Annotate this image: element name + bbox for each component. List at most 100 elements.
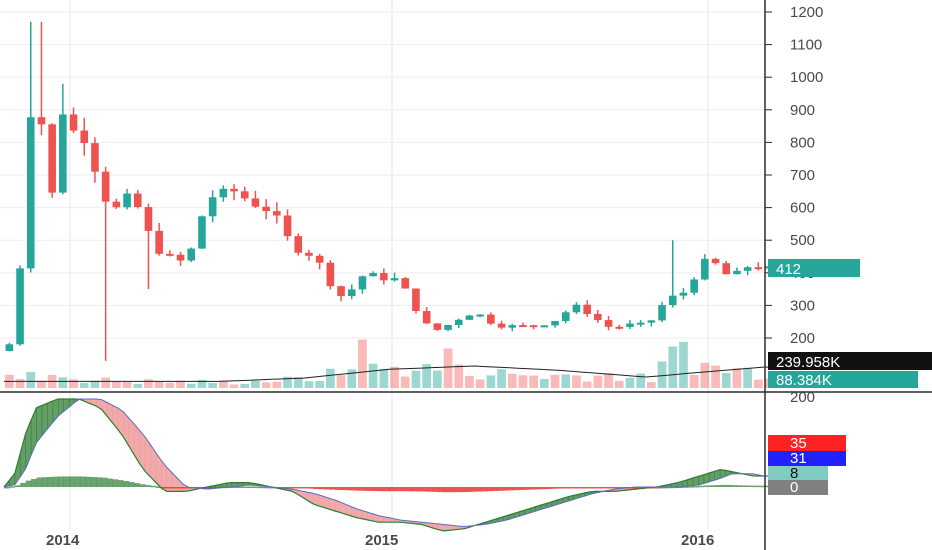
osc-histogram-bar [107, 478, 113, 487]
osc-histogram-bar [79, 476, 86, 487]
volume-bar [700, 362, 710, 388]
candle-body [487, 314, 495, 324]
osc-histogram-bar [177, 487, 184, 489]
osc-histogram-bar [378, 487, 385, 492]
osc-histogram-bar [9, 486, 16, 488]
volume-bar [58, 377, 68, 388]
osc-histogram-bar [291, 487, 298, 489]
osc-histogram-bar [183, 487, 189, 489]
candle-body [711, 258, 720, 264]
osc-histogram-bar [389, 487, 395, 492]
osc-histogram-bar [758, 485, 764, 488]
osc-histogram-bar [340, 487, 347, 491]
osc-histogram-bar [606, 487, 612, 489]
osc-histogram-bar [579, 487, 585, 489]
volume-bars [5, 339, 774, 388]
osc-histogram-bar [551, 487, 558, 489]
volume-bar [154, 381, 164, 388]
candle-body [369, 273, 377, 277]
osc-histogram-bar [69, 476, 75, 487]
osc-histogram-bar [638, 487, 645, 489]
volume-bar [26, 371, 36, 388]
last-price-tag: 412 [768, 259, 860, 278]
candle-body [529, 325, 538, 328]
candle-body [444, 325, 452, 330]
oscillator-tags: 35 31 8 0 [768, 435, 846, 496]
candle-body [294, 236, 303, 253]
volume-bar [186, 383, 196, 388]
osc-histogram-bar [481, 487, 488, 492]
candle-body [26, 117, 35, 269]
osc-tag-blue [768, 451, 846, 466]
osc-histogram-bar [600, 487, 607, 489]
candle-body [497, 323, 506, 328]
grid [0, 0, 765, 530]
osc-histogram-bar [286, 487, 292, 489]
candle-body [230, 188, 238, 192]
osc-histogram-bar [14, 485, 21, 487]
osc-histogram-bar [660, 486, 667, 489]
candle-body [326, 262, 335, 287]
osc-histogram-bar [513, 487, 520, 491]
osc-histogram-bar [519, 487, 526, 490]
osc-histogram-bar [476, 487, 482, 492]
volume-bar [433, 370, 442, 388]
volume-bar [721, 372, 731, 388]
volume-bar [711, 365, 720, 388]
osc-histogram-bar [313, 487, 319, 490]
candle-body [647, 320, 656, 323]
osc-histogram-bar [709, 485, 716, 487]
osc-histogram-bar [231, 486, 238, 488]
osc-histogram-bar [617, 487, 623, 489]
osc-histogram-bar [400, 487, 406, 492]
volume-bar [197, 379, 207, 388]
osc-histogram-bar [584, 487, 591, 489]
osc-histogram-bar [242, 486, 249, 488]
volume-bar [90, 380, 100, 388]
osc-histogram-bar [730, 485, 737, 487]
osc-histogram-bar [573, 487, 580, 489]
osc-value-4: 0 [790, 479, 798, 496]
y-tick-label: 1000 [790, 69, 823, 86]
volume-bar [593, 375, 603, 388]
osc-histogram-bar [36, 477, 43, 487]
osc-histogram-bar [497, 487, 504, 491]
volume-bar [400, 376, 410, 388]
volume-bar [614, 380, 624, 388]
volume-bar [133, 383, 143, 388]
candle-body [722, 263, 731, 275]
osc-histogram-bar [302, 487, 309, 489]
volume-bar [261, 382, 271, 388]
volume-bar [636, 373, 645, 388]
volume-bar [507, 373, 517, 388]
y-tick-label: 500 [790, 232, 815, 249]
y-tick-label: 1200 [790, 4, 823, 21]
osc-histogram-bar [698, 485, 705, 488]
osc-histogram-bar [31, 478, 37, 487]
y-tick-label: 800 [790, 134, 815, 151]
volume-bar [304, 381, 314, 388]
candle-body [380, 273, 388, 281]
osc-histogram-bar [410, 487, 417, 492]
osc-histogram-bar [725, 485, 732, 487]
osc-histogram-bar [432, 487, 439, 492]
candle-body [101, 171, 110, 202]
volume-bar [347, 369, 357, 388]
volume-bar [293, 377, 303, 388]
candle-body [5, 344, 14, 352]
osc-histogram-bar [90, 477, 97, 487]
candle-body [155, 230, 163, 254]
volume-bar [625, 377, 635, 388]
volume-bar [368, 363, 378, 388]
osc-histogram-bar [752, 485, 759, 488]
volume-bar [561, 374, 571, 388]
volume-bar [37, 380, 46, 388]
osc-value-2: 31 [790, 450, 807, 467]
candle-body [401, 278, 410, 289]
osc-histogram-bar [362, 487, 368, 491]
osc-histogram-bar [535, 487, 542, 490]
osc-histogram-bar [356, 487, 363, 491]
osc-fast-line [3, 398, 775, 532]
y-tick-label: 900 [790, 102, 815, 119]
